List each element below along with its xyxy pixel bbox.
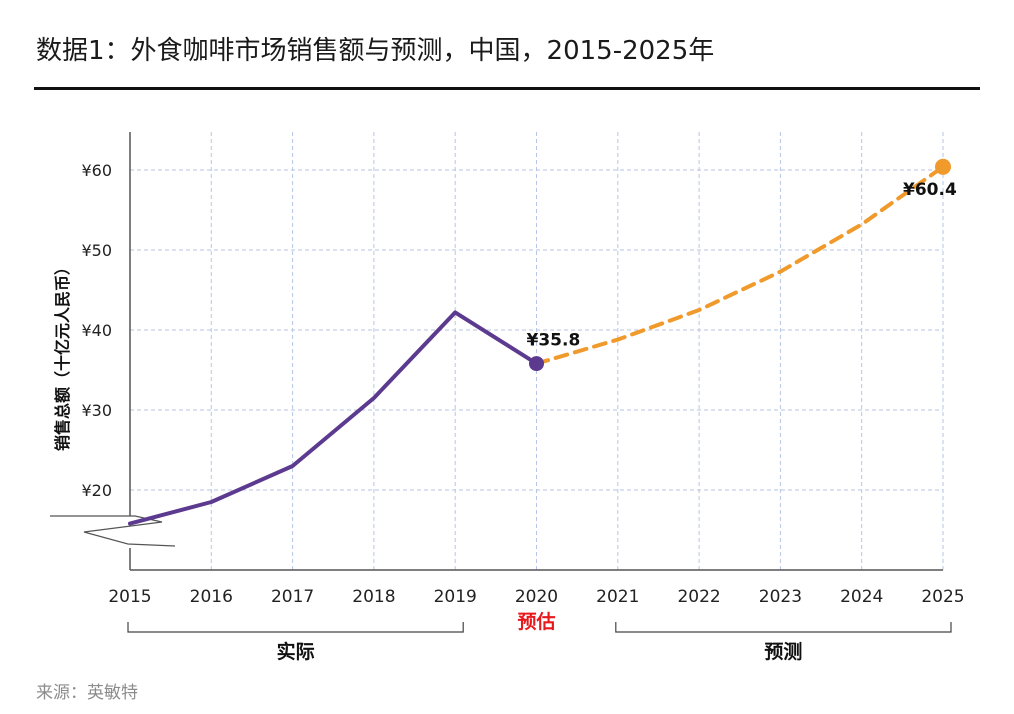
y-tick-label: ¥30 (81, 401, 112, 420)
data-point-2025 (935, 158, 951, 175)
x-tick-label: 2015 (108, 587, 151, 607)
group-label-1: 预测 (764, 641, 802, 663)
source-note: 来源：英敏特 (36, 683, 138, 703)
x-tick-label: 2019 (434, 587, 477, 607)
x-tick-label: 2021 (596, 587, 639, 607)
group-bracket-0 (127, 622, 464, 633)
data-point-2020 (529, 356, 544, 372)
x-tick-label: 2025 (921, 587, 964, 607)
y-tick-label: ¥40 (81, 321, 112, 340)
x-tick-label: 2023 (759, 587, 802, 607)
axis-break-mark (50, 515, 176, 547)
y-tick-label: ¥20 (81, 481, 112, 500)
x-tick-label: 2017 (271, 587, 314, 607)
estimate-label: 预估 (517, 610, 555, 633)
x-tick-label: 2016 (190, 587, 233, 607)
data-label-2025: ¥60.4 (903, 180, 957, 200)
title-divider (34, 87, 980, 90)
y-axis-title: 销售总额（十亿元人民币） (53, 259, 72, 451)
y-tick-label: ¥60 (81, 161, 112, 180)
series-line-forecast (534, 164, 945, 366)
x-tick-label: 2018 (352, 587, 395, 607)
data-label-2020: ¥35.8 (527, 331, 581, 351)
group-label-0: 实际 (277, 640, 315, 663)
x-tick-label: 2020 (515, 587, 558, 607)
x-tick-label: 2022 (677, 587, 720, 607)
group-bracket-1 (615, 622, 952, 633)
y-tick-label: ¥50 (81, 241, 112, 260)
chart-title: 数据1：外食咖啡市场销售额与预测，中国，2015-2025年 (36, 36, 715, 66)
series-line-actual (128, 310, 539, 526)
x-tick-label: 2024 (840, 587, 883, 607)
